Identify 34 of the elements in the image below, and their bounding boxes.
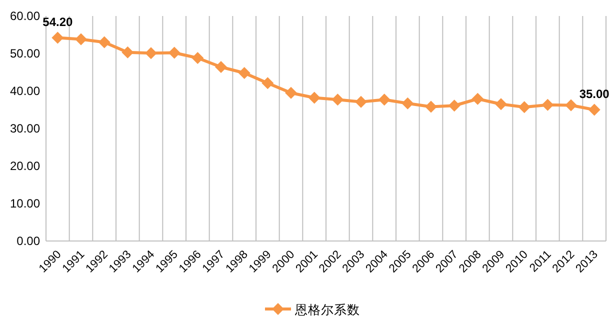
point: [145, 47, 157, 60]
point: [238, 67, 250, 79]
point: [262, 77, 274, 90]
data-label: 54.20: [42, 14, 74, 29]
y-tick-label: 40.00: [10, 84, 40, 98]
point: [308, 92, 320, 104]
point: [518, 101, 530, 114]
point: [542, 98, 554, 111]
point: [122, 46, 134, 58]
point: [285, 86, 297, 99]
y-tick-label: 0.00: [16, 234, 40, 248]
point: [192, 52, 204, 64]
y-tick-label: 20.00: [10, 159, 40, 173]
y-tick-label: 30.00: [10, 122, 40, 136]
point: [52, 32, 64, 44]
y-tick-label: 50.00: [10, 46, 40, 60]
point: [168, 46, 180, 59]
legend-label: 恩格尔系数: [294, 303, 360, 317]
data-label: 35.00: [579, 86, 610, 101]
point: [588, 104, 600, 116]
point: [425, 100, 437, 113]
point: [332, 94, 344, 106]
y-tick-label: 10.00: [10, 196, 40, 210]
point: [565, 99, 577, 112]
point: [495, 98, 507, 110]
point: [402, 97, 414, 110]
point: [378, 94, 390, 106]
point: [215, 61, 227, 73]
point: [355, 96, 367, 108]
point: [448, 100, 460, 112]
point: [75, 33, 87, 46]
y-tick-label: 60.00: [10, 9, 40, 23]
point: [98, 36, 110, 48]
point: [472, 92, 484, 105]
